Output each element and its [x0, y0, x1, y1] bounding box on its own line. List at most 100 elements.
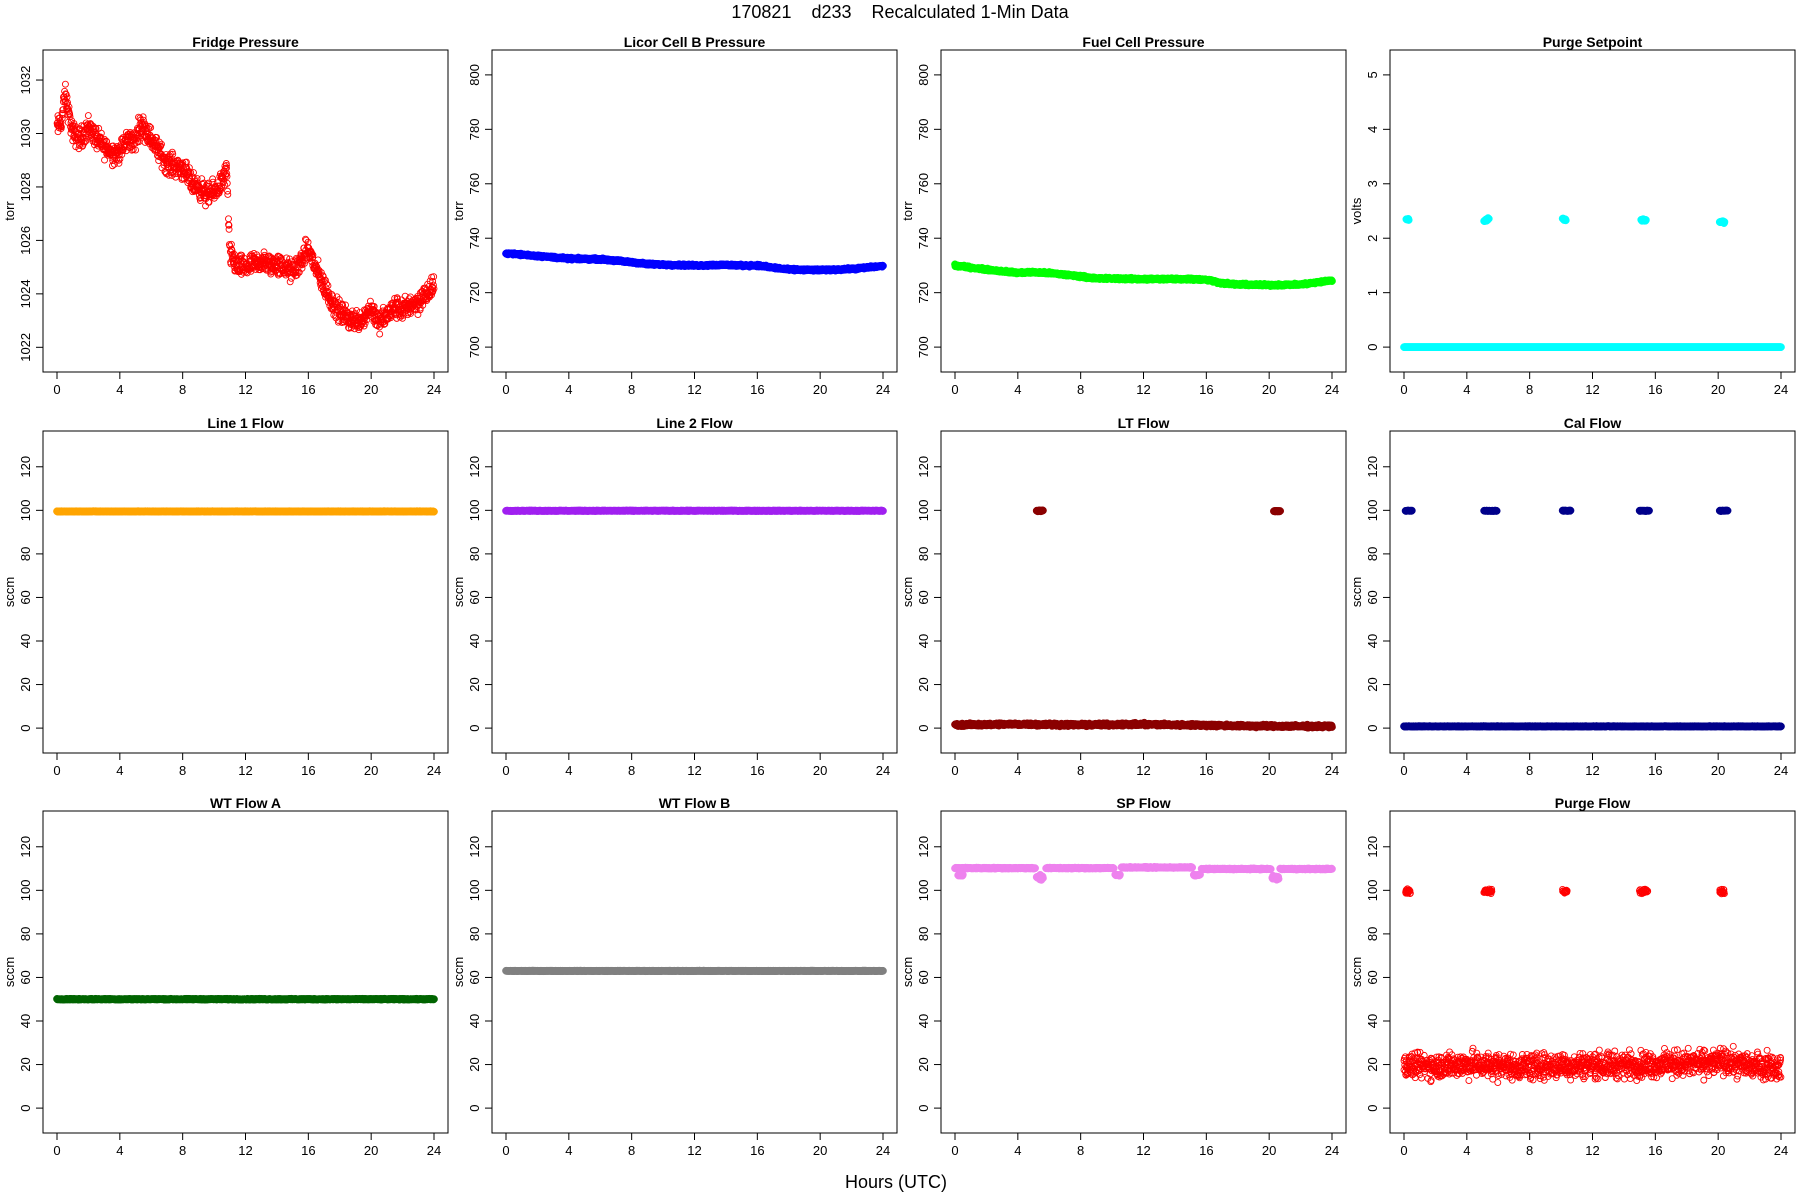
data-point	[879, 262, 887, 270]
data-point	[145, 122, 153, 130]
x-tick-label: 20	[1711, 382, 1725, 397]
data-point	[101, 156, 108, 164]
x-tick-label: 4	[116, 763, 123, 778]
y-tick-label: 740	[916, 227, 931, 249]
x-tick-label: 24	[427, 763, 441, 778]
data-points	[1400, 214, 1785, 351]
data-point	[168, 171, 176, 179]
x-tick-label: 0	[951, 382, 958, 397]
x-tick-label: 12	[687, 382, 701, 397]
data-point	[116, 155, 124, 163]
data-point	[394, 295, 401, 303]
data-point	[224, 191, 232, 198]
data-point	[307, 247, 315, 255]
y-tick-label: 20	[18, 677, 33, 691]
data-point	[120, 143, 128, 151]
x-tick-label: 12	[1136, 382, 1150, 397]
data-point	[158, 140, 165, 148]
data-point	[61, 80, 69, 88]
x-tick-label: 24	[876, 382, 890, 397]
data-point	[182, 158, 190, 166]
panel-title: Fridge Pressure	[192, 34, 299, 50]
figure-title: 170821 d233 Recalculated 1-Min Data	[731, 2, 1069, 22]
data-point	[309, 254, 317, 261]
y-tick-label: 1026	[18, 226, 33, 255]
data-point	[412, 306, 420, 314]
y-tick-label: 700	[467, 336, 482, 358]
y-tick-label: 0	[1365, 343, 1380, 350]
data-point	[223, 170, 231, 178]
y-tick-label: 80	[18, 547, 33, 561]
y-tick-label: 1024	[18, 279, 33, 308]
data-point	[97, 129, 105, 137]
data-point	[1404, 216, 1413, 224]
y-tick-label: 720	[916, 282, 931, 304]
data-point	[103, 138, 111, 146]
data-point	[225, 215, 232, 223]
y-tick-label: 1028	[18, 172, 33, 201]
data-point	[225, 225, 233, 233]
x-tick-label: 0	[53, 763, 60, 778]
data-point	[277, 254, 285, 262]
x-tick-label: 20	[364, 763, 378, 778]
data-point	[376, 330, 384, 338]
figure-x-axis-label: Hours (UTC)	[845, 1172, 947, 1192]
y-tick-label: 780	[916, 118, 931, 140]
data-point	[75, 145, 83, 153]
y-tick-label: 3	[1365, 180, 1380, 187]
data-point	[419, 301, 427, 309]
y-tick-label: 4	[1365, 126, 1380, 133]
panel-title: Purge Setpoint	[1543, 34, 1643, 50]
x-tick-label: 20	[1262, 382, 1276, 397]
y-axis-label: volts	[1349, 197, 1364, 224]
data-point	[321, 276, 329, 284]
y-tick-label: 1030	[18, 119, 33, 148]
y-tick-label: 740	[467, 227, 482, 249]
data-point	[236, 255, 244, 263]
data-point	[320, 278, 328, 286]
x-tick-label: 16	[301, 382, 315, 397]
y-tick-label: 760	[467, 173, 482, 195]
data-point	[58, 114, 66, 122]
data-point	[1484, 214, 1493, 223]
data-point	[147, 124, 155, 132]
data-point	[139, 113, 147, 121]
x-tick-label: 8	[1526, 382, 1533, 397]
y-tick-label: 760	[916, 173, 931, 195]
data-point	[314, 256, 322, 264]
data-point	[225, 221, 233, 229]
x-tick-label: 4	[1014, 382, 1021, 397]
x-tick-label: 20	[813, 382, 827, 397]
data-point	[198, 175, 206, 183]
data-point	[430, 285, 438, 293]
data-point	[1642, 216, 1650, 224]
panel-title: Fuel Cell Pressure	[1082, 34, 1204, 50]
data-point	[317, 269, 325, 276]
data-point	[193, 175, 201, 183]
data-point	[216, 187, 224, 195]
data-point	[66, 110, 74, 118]
y-tick-label: 60	[18, 590, 33, 604]
data-point	[111, 154, 119, 162]
data-point	[187, 169, 195, 177]
y-axis-label: torr	[451, 201, 466, 221]
y-tick-label: 2	[1365, 235, 1380, 242]
data-point	[214, 179, 222, 187]
plot-frame	[491, 49, 898, 373]
data-point	[224, 187, 231, 195]
y-axis-label: torr	[900, 201, 915, 221]
panel-title: Licor Cell B Pressure	[624, 34, 766, 50]
data-point	[228, 247, 236, 255]
data-point	[108, 162, 116, 170]
x-tick-label: 8	[179, 763, 186, 778]
data-point	[57, 123, 65, 131]
data-point	[172, 173, 180, 181]
data-point	[429, 277, 437, 285]
data-points	[502, 249, 887, 275]
data-points	[53, 80, 438, 338]
data-point	[227, 260, 235, 268]
data-point	[100, 135, 108, 143]
